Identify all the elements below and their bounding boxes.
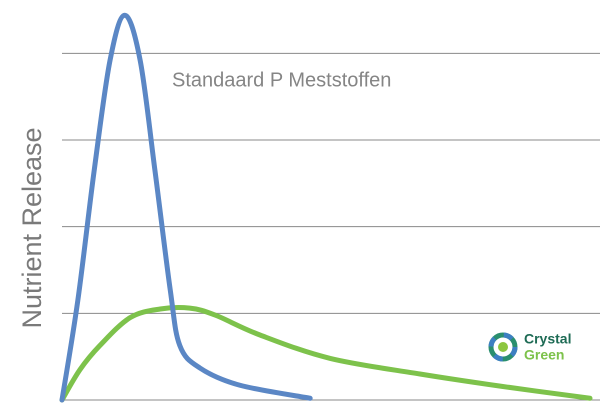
- annotation: Standaard P Meststoffen: [172, 69, 391, 91]
- data-line: [59, 305, 593, 403]
- plot: [59, 12, 600, 403]
- logo: Crystal Green: [488, 331, 571, 363]
- data-line: [59, 12, 313, 403]
- logo-text: Crystal: [524, 331, 571, 347]
- logo-ring-accent: [488, 332, 518, 362]
- y-axis-label: Nutrient Release: [17, 127, 47, 328]
- logo-core: [498, 342, 508, 352]
- logo-text: Green: [524, 347, 564, 363]
